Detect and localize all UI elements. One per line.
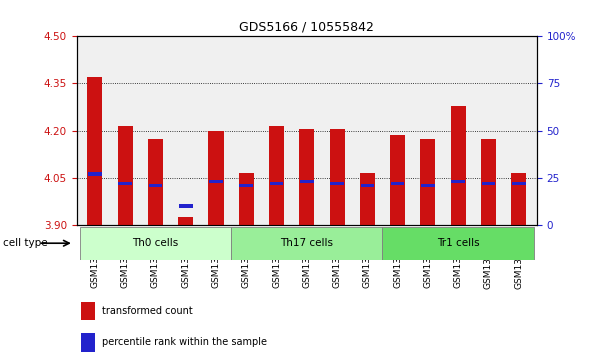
Text: percentile rank within the sample: percentile rank within the sample xyxy=(102,337,267,347)
Bar xyxy=(81,333,95,351)
Bar xyxy=(360,173,375,225)
Bar xyxy=(300,180,314,183)
Bar xyxy=(329,129,345,225)
Text: Th17 cells: Th17 cells xyxy=(280,238,333,248)
Bar xyxy=(269,126,284,225)
Bar xyxy=(451,180,465,183)
Bar xyxy=(81,302,95,320)
Bar xyxy=(421,184,435,187)
Bar xyxy=(148,139,163,225)
Bar xyxy=(511,173,526,225)
Bar xyxy=(512,182,526,185)
Bar xyxy=(80,227,231,260)
Bar xyxy=(117,126,133,225)
Bar xyxy=(481,139,496,225)
Bar xyxy=(231,227,382,260)
Bar xyxy=(390,135,405,225)
Bar xyxy=(239,173,254,225)
Bar xyxy=(119,182,132,185)
Text: transformed count: transformed count xyxy=(102,306,193,316)
Bar xyxy=(208,131,224,225)
Bar xyxy=(178,217,194,225)
Bar xyxy=(330,182,344,185)
Bar xyxy=(149,184,162,187)
Bar xyxy=(240,184,253,187)
Bar xyxy=(209,180,223,183)
Bar xyxy=(179,204,192,208)
Bar xyxy=(360,184,374,187)
Bar xyxy=(391,182,404,185)
Text: Tr1 cells: Tr1 cells xyxy=(437,238,480,248)
Bar xyxy=(382,227,534,260)
Bar xyxy=(88,172,101,176)
Bar xyxy=(420,139,435,225)
Bar xyxy=(481,182,495,185)
Bar xyxy=(299,129,314,225)
Title: GDS5166 / 10555842: GDS5166 / 10555842 xyxy=(240,21,374,34)
Bar xyxy=(270,182,283,185)
Text: cell type: cell type xyxy=(3,238,48,248)
Bar xyxy=(451,106,466,225)
Bar xyxy=(87,77,103,225)
Text: Th0 cells: Th0 cells xyxy=(132,238,179,248)
